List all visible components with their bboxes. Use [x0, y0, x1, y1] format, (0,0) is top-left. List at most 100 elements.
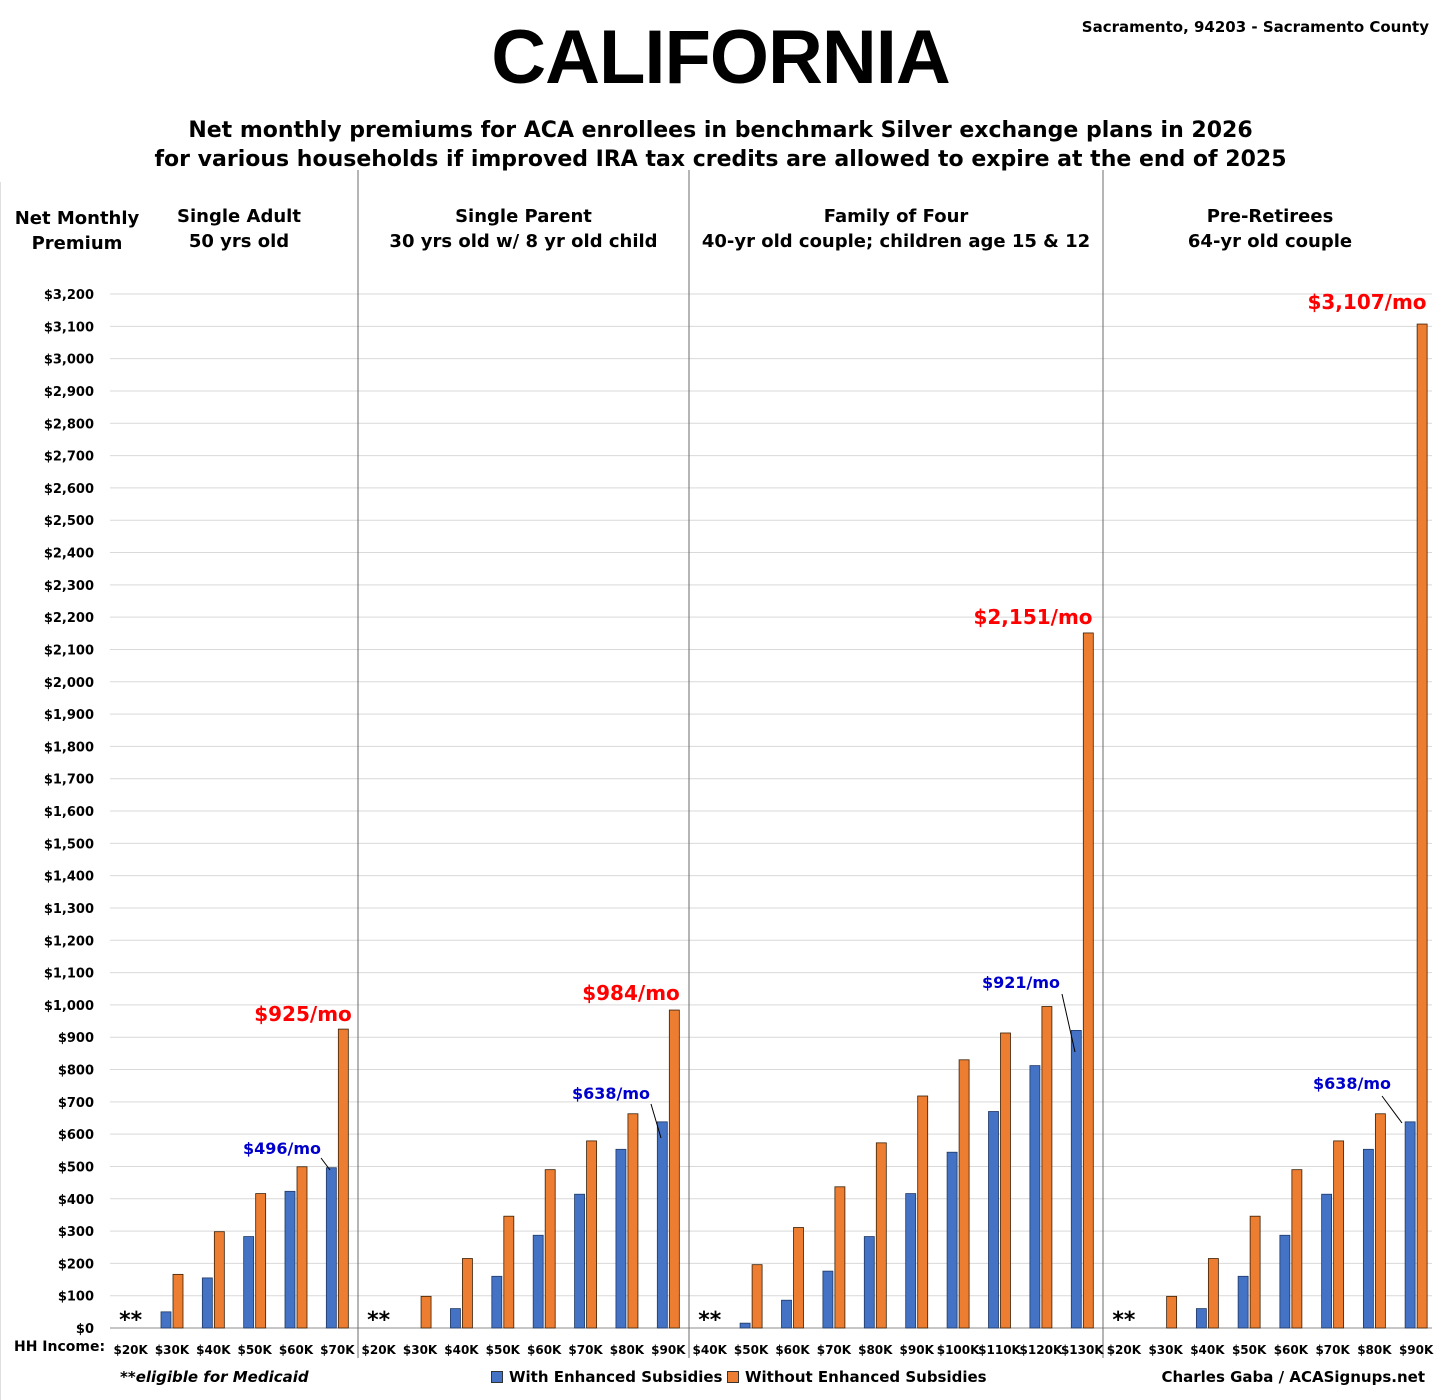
- y-tick-label: $2,300: [44, 579, 94, 594]
- callout-with-value: $496/mo: [243, 1139, 321, 1158]
- bar-with-subsidies: [491, 1275, 503, 1329]
- x-tick-label: $90K: [1399, 1343, 1434, 1357]
- panel-title-family-of-four: Family of Four 40-yr old couple; childre…: [689, 204, 1103, 254]
- panel-title-single-adult: Single Adult 50 yrs old: [120, 204, 358, 254]
- x-tick-label: $60K: [279, 1343, 314, 1357]
- y-tick-label: $700: [58, 1096, 94, 1111]
- bar-with-subsidies: [656, 1121, 668, 1329]
- bar-with-subsidies: [532, 1234, 544, 1329]
- y-tick-label: $900: [58, 1031, 94, 1046]
- x-tick-label: $70K: [1315, 1343, 1350, 1357]
- bar-without-subsidies: [544, 1169, 556, 1329]
- x-tick-label: $90K: [900, 1343, 935, 1357]
- panel-title-line-2: 30 yrs old w/ 8 yr old child: [389, 231, 658, 252]
- callout-without-value: $2,151/mo: [973, 605, 1092, 629]
- x-tick-label: $70K: [817, 1343, 852, 1357]
- bar-with-subsidies: [201, 1277, 213, 1329]
- x-tick-label: $60K: [527, 1343, 562, 1357]
- bar-without-subsidies: [462, 1258, 473, 1329]
- x-tick-label: $30K: [155, 1343, 190, 1357]
- bar-without-subsidies: [875, 1142, 887, 1329]
- y-tick-label: $2,400: [44, 547, 94, 562]
- y-tick-label: $500: [58, 1160, 94, 1175]
- x-tick-label: $120K: [1020, 1343, 1063, 1357]
- x-tick-label: $80K: [858, 1343, 893, 1357]
- page-title: CALIFORNIA: [491, 15, 951, 100]
- bar-without-subsidies: [958, 1059, 970, 1329]
- y-tick-label: $3,200: [44, 288, 94, 303]
- y-tick-label: $2,800: [44, 417, 94, 432]
- legend-swatch-without: [727, 1371, 739, 1383]
- bar-with-subsidies: [1070, 1030, 1082, 1329]
- legend-item-with: With Enhanced Subsidies: [491, 1368, 722, 1386]
- callout-without-value: $3,107/mo: [1307, 290, 1426, 314]
- x-tick-label: $80K: [1357, 1343, 1392, 1357]
- bar-without-subsidies: [1207, 1258, 1219, 1329]
- y-tick-label: $2,500: [44, 514, 94, 529]
- x-tick-label: $30K: [403, 1343, 438, 1357]
- bar-with-subsidies: [1404, 1121, 1416, 1329]
- y-tick-label: $2,100: [44, 643, 94, 658]
- y-tick-label: $3,100: [44, 320, 94, 335]
- y-tick-label: $1,900: [44, 708, 94, 723]
- bar-with-subsidies: [325, 1167, 337, 1329]
- bar-without-subsidies: [296, 1166, 308, 1329]
- bar-with-subsidies: [863, 1236, 875, 1329]
- source-credit: Charles Gaba / ACASignups.net: [1161, 1368, 1425, 1386]
- bar-with-subsidies: [946, 1151, 958, 1329]
- panel-title-line-2: 50 yrs old: [188, 231, 290, 252]
- x-tick-label: $70K: [320, 1343, 355, 1357]
- y-tick-label: $0: [76, 1322, 94, 1337]
- bar-with-subsidies: [1029, 1065, 1041, 1329]
- x-tick-label: $20K: [1107, 1343, 1142, 1357]
- x-tick-label: $80K: [610, 1343, 645, 1357]
- medicaid-marker: **: [1112, 1308, 1136, 1333]
- legend-item-without: Without Enhanced Subsidies: [727, 1368, 987, 1386]
- x-tick-label: $50K: [486, 1343, 521, 1357]
- callout-without-value: $984/mo: [582, 981, 680, 1005]
- bar-without-subsidies: [213, 1231, 225, 1329]
- callout-leader-line: [1381, 1095, 1403, 1124]
- bar-with-subsidies: [781, 1299, 792, 1329]
- bar-without-subsidies: [1291, 1169, 1303, 1329]
- panel-title-line-2: 40-yr old couple; children age 15 & 12: [701, 231, 1091, 252]
- y-tick-label: $1,800: [44, 740, 94, 755]
- x-tick-label: $70K: [568, 1343, 603, 1357]
- x-tick-label: $50K: [734, 1343, 769, 1357]
- bar-without-subsidies: [1333, 1140, 1345, 1329]
- bar-without-subsidies: [1000, 1032, 1011, 1329]
- y-tick-label: $2,900: [44, 385, 94, 400]
- panel-title-line-2: 64-yr old couple: [1187, 231, 1353, 252]
- bar-with-subsidies: [284, 1190, 296, 1329]
- x-tick-label: $60K: [1274, 1343, 1309, 1357]
- chart-subtitle-line-1: Net monthly premiums for ACA enrollees i…: [188, 118, 1253, 143]
- y-tick-label: $1,000: [44, 999, 94, 1014]
- callout-leader-line: [320, 1157, 331, 1171]
- x-tick-label: $40K: [196, 1343, 231, 1357]
- x-tick-label: $50K: [237, 1343, 272, 1357]
- y-tick-label: $1,400: [44, 870, 94, 885]
- y-tick-label: $2,700: [44, 450, 94, 465]
- bar-with-subsidies: [243, 1236, 255, 1329]
- y-tick-label: $1,300: [44, 902, 94, 917]
- panel-title-pre-retirees: Pre-Retirees 64-yr old couple: [1103, 204, 1437, 254]
- y-tick-label: $100: [58, 1290, 94, 1305]
- y-tick-label: $1,600: [44, 805, 94, 820]
- x-tick-label: $30K: [1148, 1343, 1183, 1357]
- bar-without-subsidies: [1249, 1215, 1261, 1329]
- bar-with-subsidies: [1362, 1148, 1374, 1329]
- panel-title-line-1: Single Adult: [177, 206, 301, 227]
- panel-title-line-1: Family of Four: [823, 206, 969, 227]
- bar-without-subsidies: [793, 1227, 804, 1329]
- bar-with-subsidies: [1321, 1193, 1333, 1329]
- panel-title-single-parent: Single Parent 30 yrs old w/ 8 yr old chi…: [358, 204, 689, 254]
- y-tick-label: $3,000: [44, 353, 94, 368]
- bar-without-subsidies: [1041, 1006, 1053, 1329]
- bar-with-subsidies: [615, 1148, 627, 1329]
- panel-title-line-1: Pre-Retirees: [1206, 206, 1334, 227]
- legend-label-without: Without Enhanced Subsidies: [745, 1368, 987, 1386]
- y-tick-label: $1,200: [44, 934, 94, 949]
- bar-without-subsidies: [586, 1140, 597, 1329]
- y-axis-title: Net Monthly Premium: [4, 206, 150, 256]
